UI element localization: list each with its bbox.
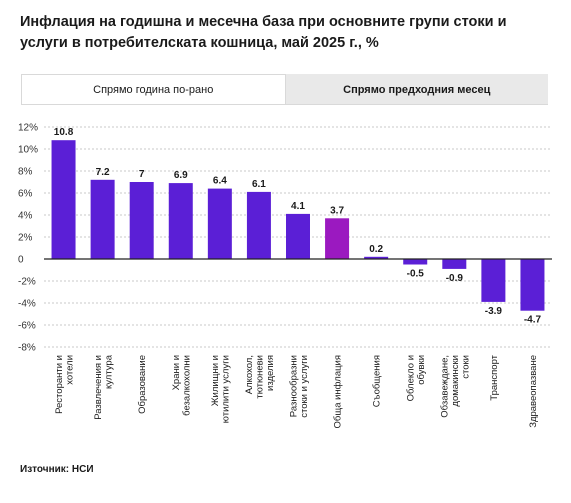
tab-month-over-month[interactable]: Спрямо предходния месец [285,74,548,105]
x-tick-label-line: стоки и услуги [299,355,310,418]
x-tick-label-line: домакински [450,355,461,407]
bar [51,140,76,259]
x-tick-label-line: култура [103,354,114,389]
data-label: -0.9 [446,273,464,284]
y-tick-label: 12% [18,123,38,134]
bar [90,179,115,259]
bar [168,183,193,259]
x-tick-label: Образование [137,355,148,414]
x-tick-label-line: Обща инфлация [333,355,344,428]
x-tick-label: Транспорт [489,354,500,400]
bar [520,259,545,311]
data-label: 6.4 [213,176,227,187]
x-tick-label: Обзавеждане, домакински стоки [439,355,471,418]
data-label: 4.1 [291,201,305,212]
y-tick-label: 10% [18,145,38,156]
x-tick-label: Обща инфлация [333,355,344,428]
bar [286,213,310,259]
data-label: 3.7 [330,205,344,216]
y-tick-label: -8% [18,343,36,354]
x-tick-label: Разнообразни стоки и услуги [288,355,310,418]
y-tick-label: -2% [18,277,36,288]
x-tick-label-line: Развлечения и [93,355,104,420]
x-tick-label: Развлечения и култура [93,354,115,419]
x-tick-label-line: Съобщения [372,355,383,407]
x-tick-label-line: Разнообразни [288,355,299,417]
bar [442,259,467,269]
x-tick-label-line: Облекло и [405,355,416,401]
x-tick-label: Съобщения [372,355,383,407]
x-tick-label-line: обувки [416,355,427,385]
x-tick-label-line: Обзавеждане, [439,355,450,418]
bar [364,256,389,259]
x-tick-label-line: Алкохол, [244,355,255,394]
x-tick-label-line: ютилити услуги [221,355,232,423]
bar [129,182,154,259]
tab-year-over-year[interactable]: Спрямо година по-рано [21,74,286,105]
y-tick-label: -4% [18,299,36,310]
bar-chart: 12% 10% 8% 6% 4% 2% 0 -2% -4% -6% -8% 10.8 Ресторант… [18,123,552,428]
bar [325,218,350,259]
x-tick-label: Алкохол, тютюневи изделия [244,355,276,399]
y-tick-label: -6% [18,321,36,332]
y-tick-label: 0 [18,255,24,266]
data-label: 6.1 [252,179,266,190]
x-tick-label-line: Транспорт [489,354,500,400]
x-tick-label: Жилищни и ютилити услуги [210,355,232,423]
data-label: 7.2 [96,167,110,178]
y-tick-label: 6% [18,189,33,200]
x-tick-label-line: хотели [64,355,75,385]
x-tick-label: Храни и безалкохолни [171,355,193,416]
y-tick-label: 2% [18,233,33,244]
y-tick-label: 8% [18,167,33,178]
data-label: 6.9 [174,170,188,181]
chart-title: Инфлация на годишна и месечна база при о… [20,14,507,51]
data-label: -4.7 [524,315,542,326]
data-label: -0.5 [407,269,425,280]
data-label: 0.2 [369,244,383,255]
source-note: Източник: НСИ [20,464,94,475]
bar [403,259,428,265]
tab-divider [21,104,548,105]
x-tick-label-line: безалкохолни [182,355,193,416]
data-label: -3.9 [485,306,503,317]
x-tick-label: Облекло и обувки [405,355,427,401]
bar [246,191,271,259]
x-tick-label: Ресторанти и хотели [54,355,76,414]
bar [481,259,506,302]
bar [207,188,232,259]
x-tick-label-line: тютюневи [254,355,265,399]
x-tick-label: Здравеопазване [528,355,539,428]
x-tick-label-line: стоки [460,355,471,379]
x-tick-label-line: Жилищни и [210,355,221,406]
x-tick-label-line: изделия [265,355,276,391]
x-tick-label-line: Храни и [171,355,182,390]
data-label: 7 [139,169,145,180]
x-tick-label-line: Здравеопазване [528,355,539,428]
data-label: 10.8 [54,127,74,138]
y-tick-label: 4% [18,211,33,222]
x-tick-label-line: Образование [137,355,148,414]
x-tick-label-line: Ресторанти и [54,355,65,414]
tab-bar: Спрямо година по-рано Спрямо предходния … [21,74,548,105]
